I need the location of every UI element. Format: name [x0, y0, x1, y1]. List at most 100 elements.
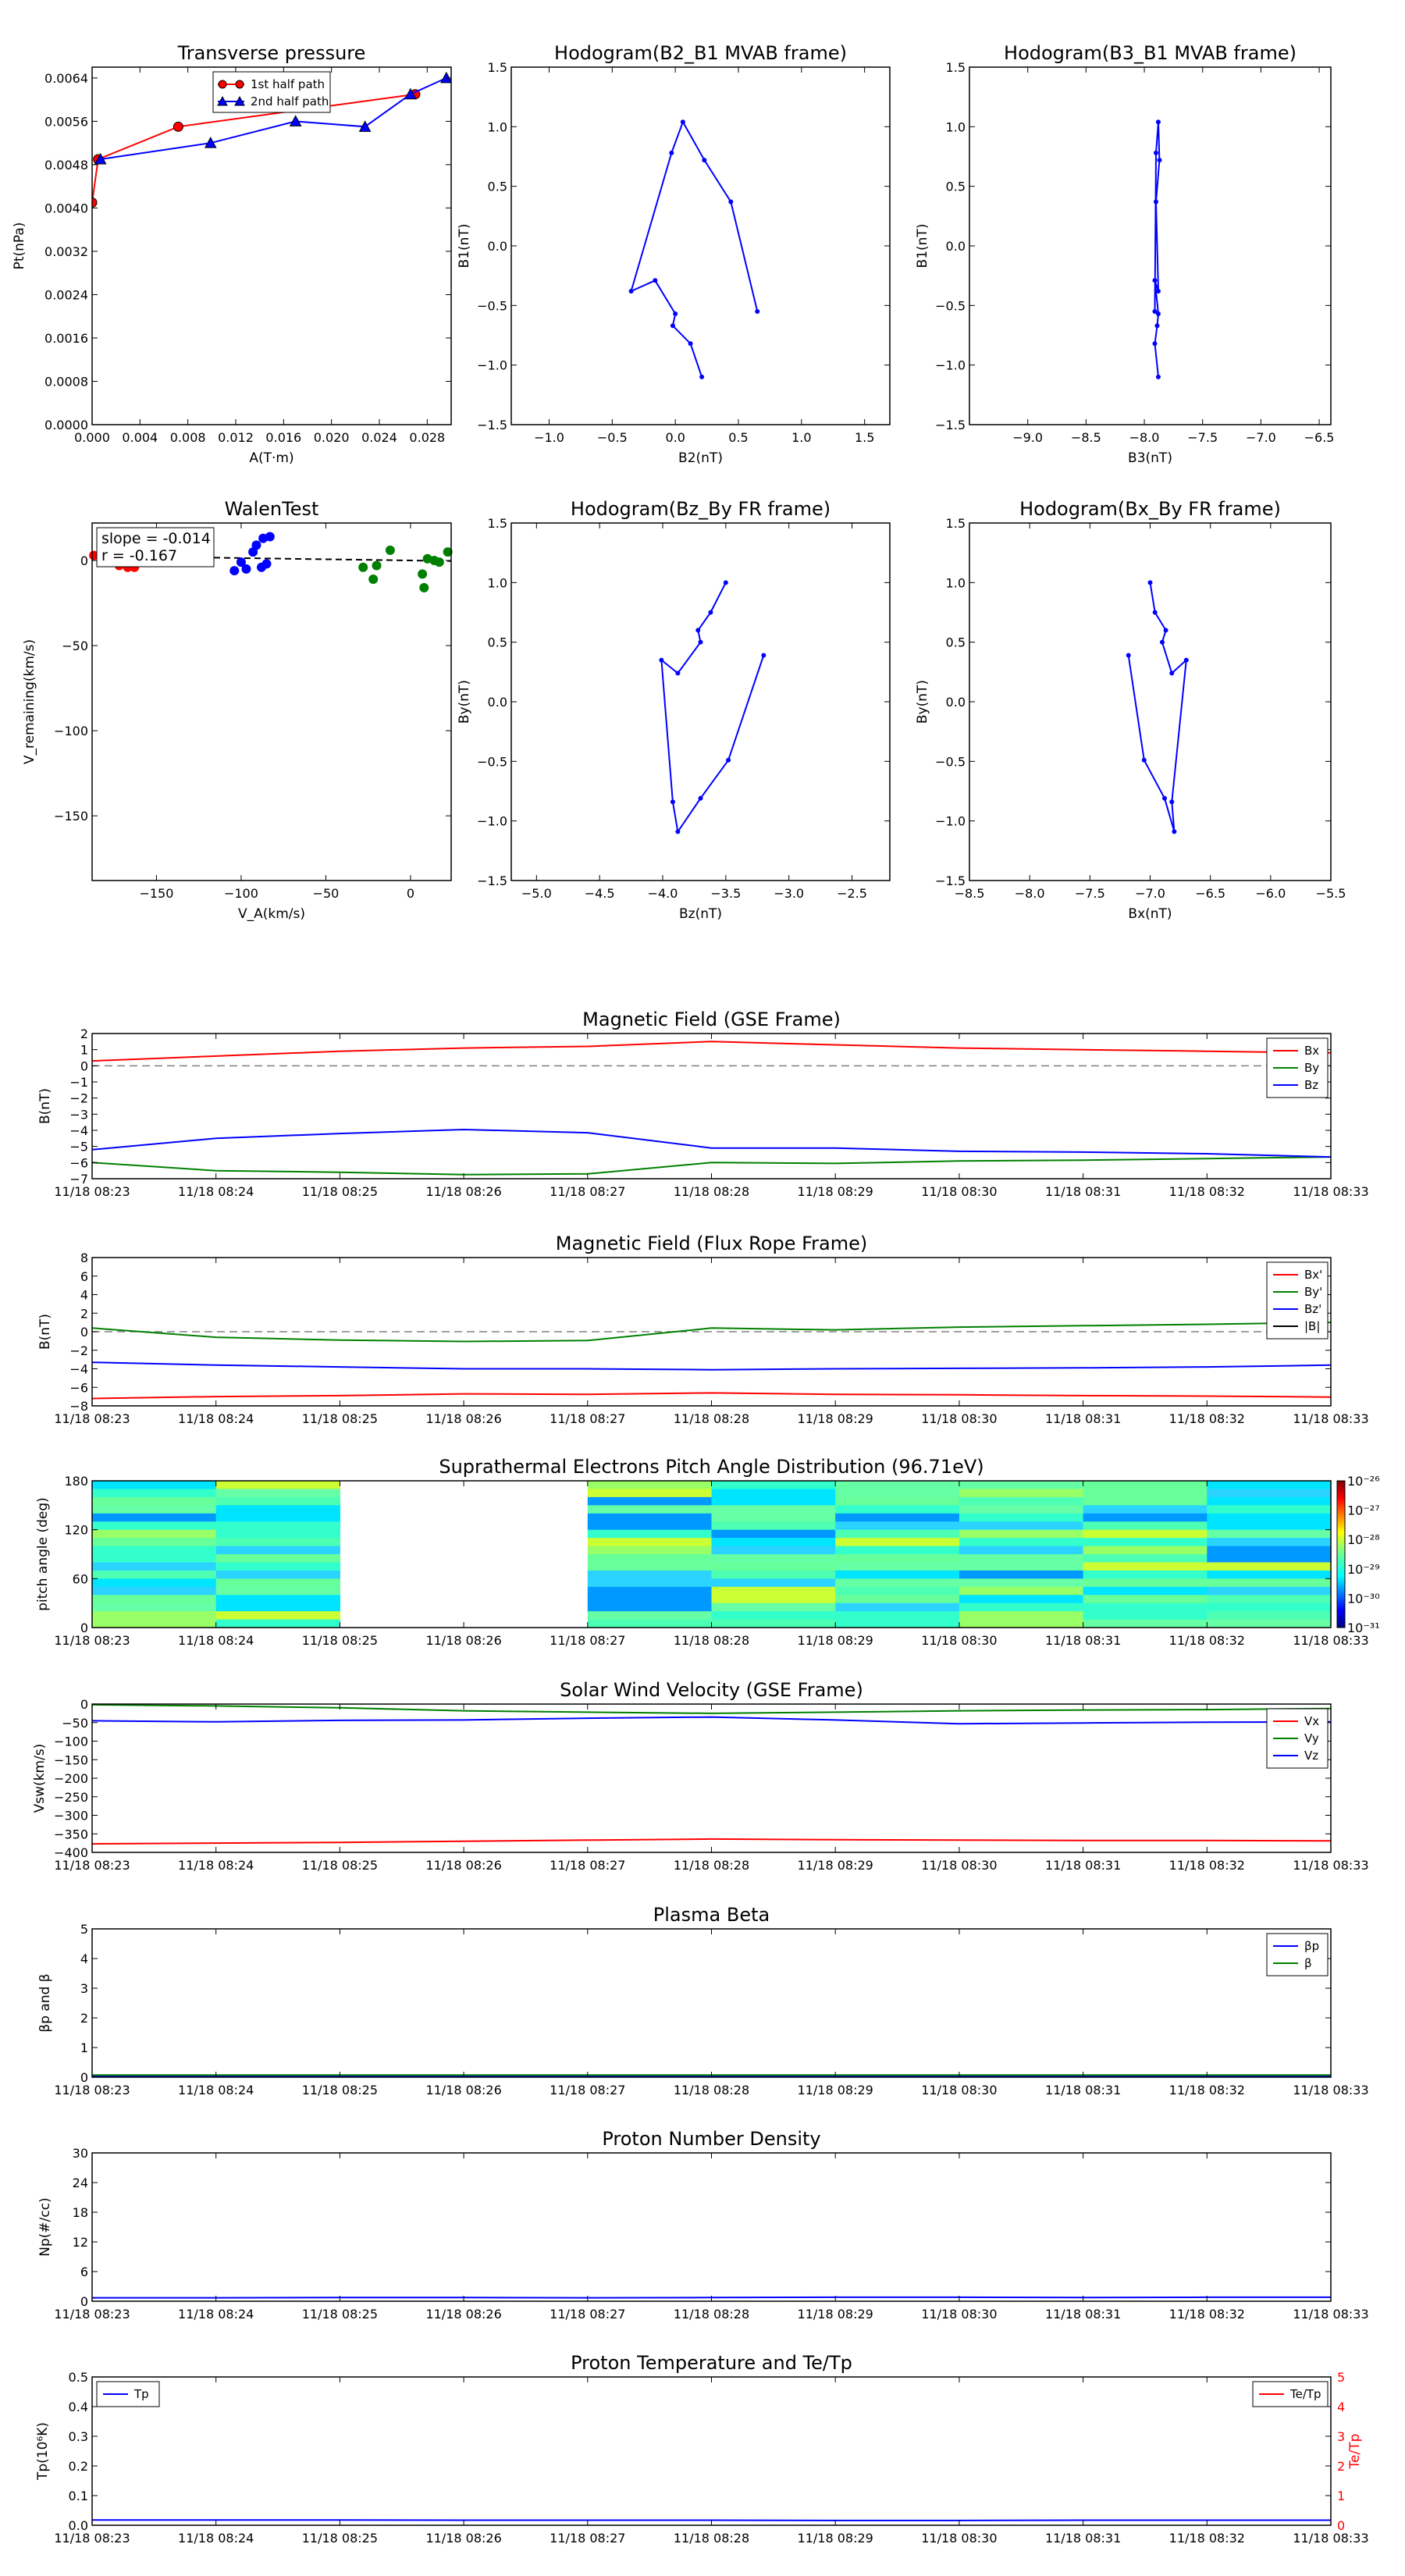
heatmap-cell: [92, 1529, 217, 1539]
pressure-point: [204, 137, 217, 148]
heatmap-cell: [835, 1554, 960, 1563]
x-tick-label: 0.5: [728, 430, 748, 445]
time-tick-label: 11/18 08:27: [550, 1633, 625, 1648]
legend-marker: [234, 95, 245, 106]
hodogram-point: [1183, 657, 1189, 663]
time-tick-label: 11/18 08:30: [921, 2083, 997, 2097]
heatmap-cell: [959, 1570, 1084, 1579]
hodogram-point: [755, 308, 760, 314]
proton-temperature-frame: [91, 2376, 1332, 2526]
time-tick-label: 11/18 08:29: [798, 1858, 873, 1873]
time-tick-label: 11/18 08:24: [178, 2083, 254, 2097]
heatmap-cell: [959, 1529, 1084, 1539]
hodogram-point: [1153, 150, 1158, 155]
y-tick-label: 180: [64, 1474, 88, 1489]
heatmap-cell: [92, 1595, 217, 1604]
time-tick-label: 11/18 08:23: [54, 2531, 130, 2546]
hodogram-point: [702, 158, 707, 163]
heatmap-cell: [92, 1489, 217, 1498]
right-tick-label: 1: [1337, 2489, 1345, 2503]
y-tick-label: 0.5: [946, 180, 966, 194]
heatmap-cell: [711, 1489, 836, 1498]
y-tick-label: −4: [69, 1123, 88, 1138]
time-tick-label: 11/18 08:24: [178, 1858, 254, 1873]
heatmap-cell: [1083, 1546, 1208, 1555]
hodogram-bz-by-ylabel: By(nT): [457, 680, 472, 724]
time-tick-label: 11/18 08:32: [1169, 1633, 1245, 1648]
right-tick-label: 5: [1337, 2370, 1345, 2385]
hodogram-point: [1172, 829, 1177, 834]
y-tick-label: −350: [54, 1827, 88, 1841]
time-tick-label: 11/18 08:23: [54, 1411, 130, 1426]
heatmap-cell: [711, 1578, 836, 1588]
x-tick-label: −5.0: [521, 886, 552, 901]
y-tick-label: −1.0: [935, 814, 966, 829]
legend-entry: Bx': [1304, 1268, 1322, 1282]
time-tick-label: 11/18 08:25: [302, 2307, 378, 2322]
heatmap-cell: [215, 1578, 340, 1588]
colorbar-tick-label: 10⁻³⁰: [1347, 1591, 1380, 1606]
solar-wind-velocity-ylabel: Vsw(km/s): [32, 1744, 48, 1813]
y-tick-label: 1.5: [488, 60, 507, 75]
y-tick-label: 2: [80, 1026, 88, 1041]
heatmap-cell: [587, 1505, 713, 1514]
time-tick-label: 11/18 08:31: [1045, 2307, 1121, 2322]
legend-entry: Te/Tp: [1289, 2387, 1321, 2401]
series-line: [91, 1361, 1332, 1371]
x-tick-label: −8.0: [1129, 430, 1160, 445]
time-tick-label: 11/18 08:23: [54, 1858, 130, 1873]
time-tick-label: 11/18 08:32: [1169, 2307, 1245, 2322]
heatmap-cell: [92, 1603, 217, 1612]
x-tick-label: −150: [139, 886, 173, 901]
colorbar-tick-label: 10⁻²⁶: [1347, 1474, 1380, 1489]
y-tick-label: 0.0: [946, 239, 966, 254]
heatmap-cell: [835, 1513, 960, 1522]
y-tick-label: 0.0: [69, 2518, 88, 2533]
hodogram-bz-by-title: Hodogram(Bz_By FR frame): [571, 498, 831, 520]
y-tick-label: −100: [54, 1735, 88, 1749]
heatmap-cell: [215, 1546, 340, 1555]
y-tick-label: 0: [80, 1059, 88, 1073]
y-tick-label: 0.5: [488, 180, 507, 194]
hodogram-b2-b1-title: Hodogram(B2_B1 MVAB frame): [554, 42, 847, 64]
pressure-line: [100, 76, 447, 160]
time-tick-label: 11/18 08:30: [921, 1411, 997, 1426]
heatmap-cell: [587, 1489, 713, 1498]
time-tick-label: 11/18 08:23: [54, 1633, 130, 1648]
walen-point: [419, 582, 429, 592]
time-tick-label: 11/18 08:23: [54, 2307, 130, 2322]
legend-entry: Vx: [1304, 1714, 1319, 1728]
hodogram-point: [673, 311, 678, 317]
legend-entry: |B|: [1304, 1319, 1320, 1333]
y-tick-label: −50: [62, 1716, 88, 1731]
time-tick-label: 11/18 08:28: [674, 1858, 749, 1873]
time-tick-label: 11/18 08:24: [178, 1411, 254, 1426]
time-tick-label: 11/18 08:25: [302, 1633, 378, 1648]
solar-wind-velocity-frame: [91, 1703, 1332, 1853]
y-tick-label: 8: [80, 1251, 88, 1265]
y-tick-label: 1: [80, 2041, 88, 2055]
heatmap-cell: [959, 1611, 1084, 1621]
proton-density-frame: [91, 2152, 1332, 2302]
time-tick-label: 11/18 08:23: [54, 1184, 130, 1199]
heatmap-cell: [835, 1619, 960, 1628]
heatmap-cell: [587, 1562, 713, 1571]
y-tick-label: 18: [73, 2205, 88, 2220]
heatmap-cell: [1083, 1554, 1208, 1563]
series-line: [91, 1156, 1332, 1176]
time-tick-label: 11/18 08:29: [798, 2531, 873, 2546]
y-tick-label: 1.5: [946, 516, 966, 531]
time-tick-label: 11/18 08:29: [798, 2083, 873, 2097]
walen-annotation: slope = -0.014: [101, 530, 211, 547]
y-tick-label: −50: [62, 639, 88, 653]
y-tick-label: −1.0: [477, 358, 507, 373]
x-tick-label: 1.5: [855, 430, 874, 445]
y-tick-label: 0: [80, 2294, 88, 2309]
y-tick-label: 4: [80, 1288, 88, 1303]
y-tick-label: 0.0064: [44, 71, 88, 86]
time-tick-label: 11/18 08:29: [798, 1184, 873, 1199]
y-tick-label: −0.5: [935, 754, 966, 769]
hodogram-point: [1147, 580, 1153, 585]
heatmap-cell: [1083, 1481, 1208, 1489]
